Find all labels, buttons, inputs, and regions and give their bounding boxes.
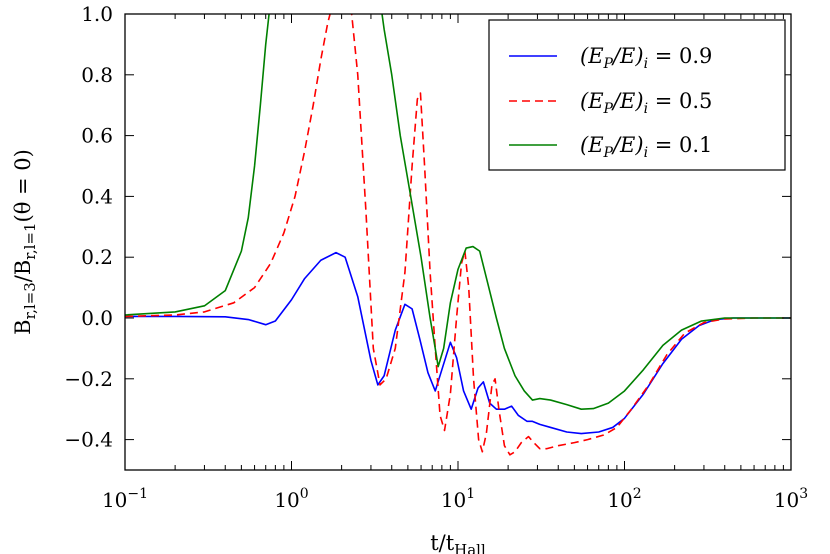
legend-0-sub1: P <box>603 56 614 72</box>
y-tick-label-1: −0.2 <box>64 367 113 391</box>
legend-2-post: = 0.1 <box>648 133 712 157</box>
legend-0-pre: (E <box>580 44 604 68</box>
legend-label-0: (EP/E)i = 0.9 <box>580 44 712 72</box>
legend-1-sub2: i <box>644 101 648 117</box>
x-tick-label-1: 100 <box>274 486 308 512</box>
legend-0-sub2: i <box>644 56 648 72</box>
x-tick-label-0: 10−1 <box>102 486 148 512</box>
x-axis-label: t/tHall <box>430 531 486 554</box>
y-axis-label-sub2: r,l=1 <box>21 222 39 259</box>
y-tick-label-7: 1.0 <box>81 2 113 26</box>
y-axis-label-mid: /B <box>11 260 35 283</box>
legend-2-mid: /E) <box>611 133 644 157</box>
x-tick-labels: 10−1 100 101 102 103 <box>102 486 808 512</box>
x-axis-label-subscript: Hall <box>454 541 486 554</box>
y-tick-label-0: −0.4 <box>64 428 113 452</box>
y-axis-label-sub1: r,l=3 <box>21 282 39 319</box>
y-axis-label-b1: B <box>11 319 35 334</box>
y-axis-label-tail: (θ = 0) <box>11 149 35 222</box>
legend: (EP/E)i = 0.9 (EP/E)i = 0.5 (EP/E)i = 0.… <box>488 19 786 171</box>
legend-1-sub1: P <box>603 101 614 117</box>
y-tick-labels: −0.4 −0.2 0.0 0.2 0.4 0.6 0.8 1.0 <box>64 2 113 452</box>
x-axis-label-main: t/t <box>430 531 455 554</box>
y-tick-label-5: 0.6 <box>81 124 113 148</box>
legend-0-post: = 0.9 <box>648 44 712 68</box>
y-tick-label-4: 0.4 <box>81 184 113 208</box>
y-tick-label-3: 0.2 <box>81 245 113 269</box>
legend-label-2: (EP/E)i = 0.1 <box>580 133 712 161</box>
ticks-layer <box>124 13 792 470</box>
y-tick-label-6: 0.8 <box>81 63 113 87</box>
y-tick-label-2: 0.0 <box>81 306 113 330</box>
legend-1-post: = 0.5 <box>648 89 712 113</box>
x-tick-label-2: 101 <box>441 486 475 512</box>
legend-2-sub1: P <box>603 145 614 161</box>
legend-2-sub2: i <box>644 145 648 161</box>
x-tick-label-4: 103 <box>774 486 808 512</box>
y-axis-label: Br,l=3/Br,l=1(θ = 0) <box>11 149 39 335</box>
series-line-2 <box>125 14 791 410</box>
series-layer <box>125 14 791 456</box>
legend-0-mid: /E) <box>611 44 644 68</box>
legend-label-1: (EP/E)i = 0.5 <box>580 89 712 117</box>
x-tick-label-3: 102 <box>607 486 641 512</box>
legend-1-pre: (E <box>580 89 604 113</box>
legend-1-mid: /E) <box>611 89 644 113</box>
legend-2-pre: (E <box>580 133 604 157</box>
